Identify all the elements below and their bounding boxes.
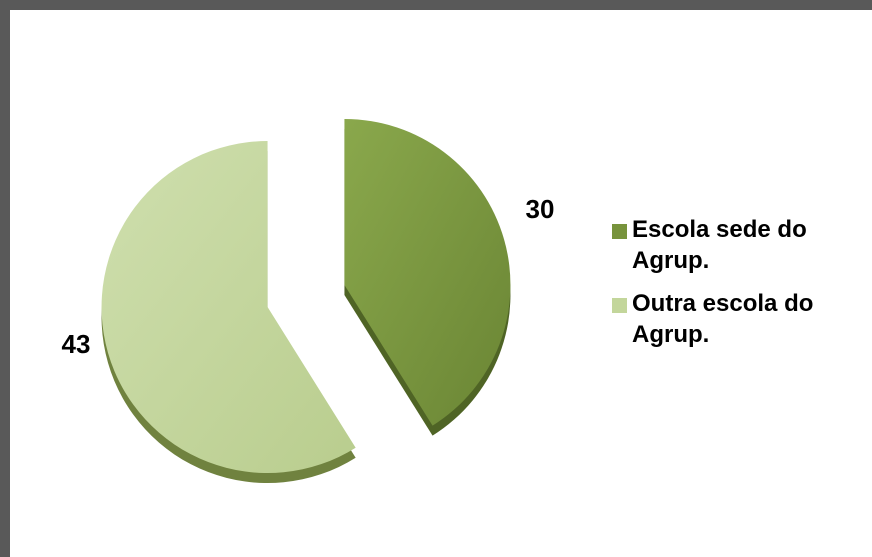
legend-item-outra-escola: Outra escola do Agrup. <box>612 288 862 350</box>
pie-slice-outra-escola <box>101 141 356 474</box>
legend-swatch-escola-sede <box>612 224 627 239</box>
legend-label-outra-escola: Outra escola do Agrup. <box>632 290 814 348</box>
legend-label-escola-sede: Escola sede do Agrup. <box>632 216 807 274</box>
legend-swatch-outra-escola <box>612 298 627 313</box>
data-label-escola-sede: 30 <box>526 194 555 224</box>
pie-data-labels: 30 43 <box>62 194 555 359</box>
pie-slices <box>101 118 511 484</box>
data-label-outra-escola: 43 <box>62 329 91 359</box>
legend-item-escola-sede: Escola sede do Agrup. <box>612 214 862 276</box>
pie-slice-escola-sede <box>344 118 511 426</box>
legend: Escola sede do Agrup. Outra escola do Ag… <box>612 214 862 362</box>
